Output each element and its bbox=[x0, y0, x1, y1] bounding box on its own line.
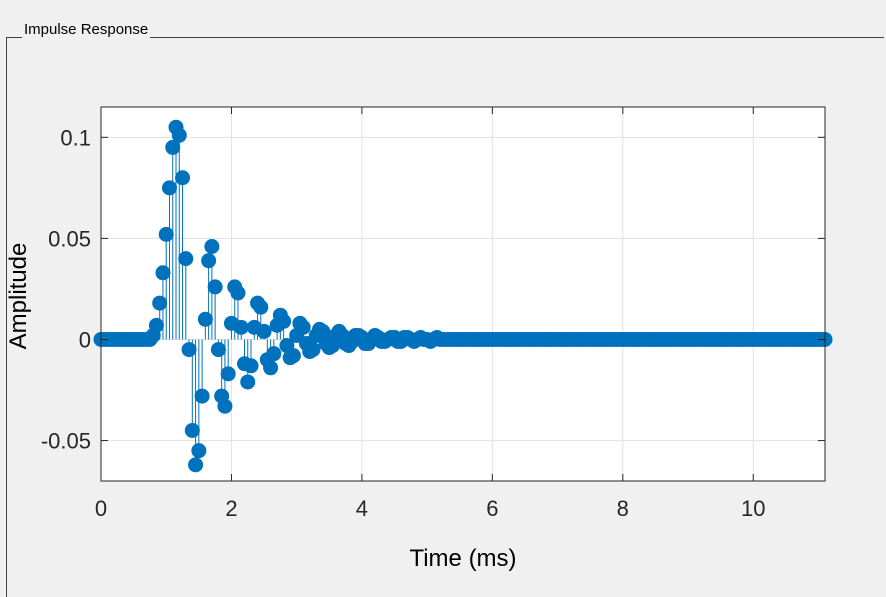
stem-marker bbox=[295, 319, 311, 335]
stem-marker bbox=[233, 319, 249, 335]
stem-marker bbox=[191, 443, 207, 459]
stem-marker bbox=[285, 348, 301, 364]
stem-marker bbox=[315, 323, 331, 339]
stem-marker bbox=[207, 279, 223, 295]
x-axis-label: Time (ms) bbox=[409, 545, 516, 572]
stem-marker bbox=[148, 317, 164, 333]
stem-marker bbox=[178, 251, 194, 267]
stem-marker bbox=[188, 457, 204, 473]
x-tick-label: 0 bbox=[95, 496, 107, 521]
stem-marker bbox=[256, 323, 272, 339]
stem-marker bbox=[217, 398, 233, 414]
stem-marker bbox=[158, 226, 174, 242]
stem-marker bbox=[171, 127, 187, 143]
x-tick-label: 2 bbox=[225, 496, 237, 521]
x-tick-label: 6 bbox=[486, 496, 498, 521]
stem-marker bbox=[181, 342, 197, 358]
plot-area bbox=[101, 107, 825, 481]
stem-marker bbox=[194, 388, 210, 404]
stem-marker bbox=[155, 265, 171, 281]
stem-marker bbox=[263, 360, 279, 376]
x-tick-label: 10 bbox=[741, 496, 765, 521]
stem-marker bbox=[220, 366, 236, 382]
stem-marker bbox=[175, 170, 191, 186]
stem-marker bbox=[204, 238, 220, 254]
stem-marker bbox=[152, 295, 168, 311]
stem-marker bbox=[201, 253, 217, 269]
x-tick-label: 4 bbox=[356, 496, 368, 521]
y-tick-label: 0 bbox=[79, 327, 91, 352]
stem-marker bbox=[243, 358, 259, 374]
stem-series bbox=[93, 119, 833, 473]
stem-marker bbox=[305, 342, 321, 358]
y-tick-label: 0.05 bbox=[48, 226, 91, 251]
y-tick-label: 0.1 bbox=[60, 125, 91, 150]
impulse-response-panel bbox=[6, 37, 884, 597]
stem-marker bbox=[197, 311, 213, 327]
panel-title: Impulse Response bbox=[22, 21, 151, 38]
stem-marker bbox=[161, 180, 177, 196]
x-tick-label: 8 bbox=[617, 496, 629, 521]
stem-marker bbox=[230, 285, 246, 301]
stem-marker bbox=[240, 374, 256, 390]
stem-marker bbox=[266, 346, 282, 362]
stem-marker bbox=[210, 342, 226, 358]
y-axis-label: Amplitude bbox=[5, 243, 32, 350]
stem-marker bbox=[276, 313, 292, 329]
stem-marker bbox=[184, 422, 200, 438]
y-tick-label: -0.05 bbox=[41, 429, 91, 454]
axis-ticks: 0 2 4 6 8 10 -0.05 0 0.05 0.1 bbox=[41, 107, 825, 521]
stem-marker bbox=[253, 299, 269, 315]
plot-frame bbox=[100, 106, 826, 482]
